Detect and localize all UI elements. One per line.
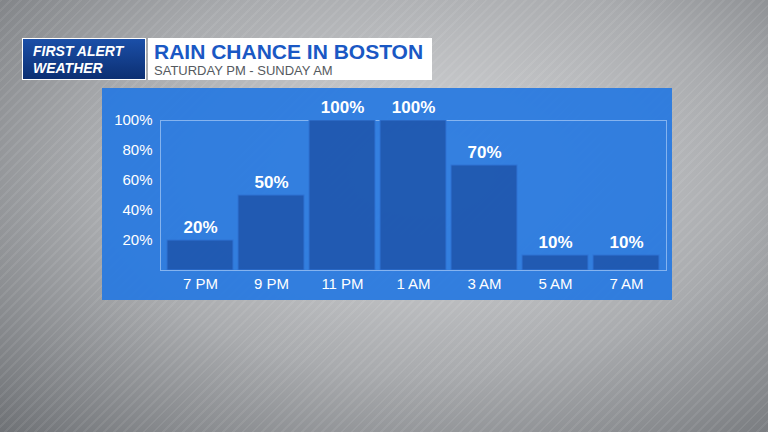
- svg-text:10%: 10%: [538, 233, 572, 252]
- svg-text:100%: 100%: [321, 98, 364, 117]
- svg-text:80%: 80%: [122, 141, 152, 158]
- svg-text:3 AM: 3 AM: [467, 275, 501, 292]
- svg-text:20%: 20%: [122, 231, 152, 248]
- svg-text:10%: 10%: [609, 233, 643, 252]
- svg-text:5 AM: 5 AM: [538, 275, 572, 292]
- svg-text:60%: 60%: [122, 171, 152, 188]
- html-text:SATURDAY PM - SUNDAY AM: SATURDAY PM - SUNDAY AM: [154, 63, 333, 78]
- svg-text:70%: 70%: [467, 143, 501, 162]
- svg-text:40%: 40%: [122, 201, 152, 218]
- svg-text:100%: 100%: [114, 111, 152, 128]
- svg-text:50%: 50%: [254, 173, 288, 192]
- html-text:RAIN CHANCE IN BOSTON: RAIN CHANCE IN BOSTON: [154, 40, 424, 63]
- svg-text:1 AM: 1 AM: [396, 275, 430, 292]
- html-text:FIRST ALERT: FIRST ALERT: [33, 43, 124, 59]
- svg-text:100%: 100%: [392, 98, 435, 117]
- svg-text:7 AM: 7 AM: [609, 275, 643, 292]
- svg-text:11 PM: 11 PM: [321, 275, 363, 292]
- svg-text:9 PM: 9 PM: [254, 275, 289, 292]
- svg-text:7 PM: 7 PM: [183, 275, 218, 292]
- html-text:WEATHER: WEATHER: [33, 60, 103, 76]
- svg-text:20%: 20%: [183, 218, 217, 237]
